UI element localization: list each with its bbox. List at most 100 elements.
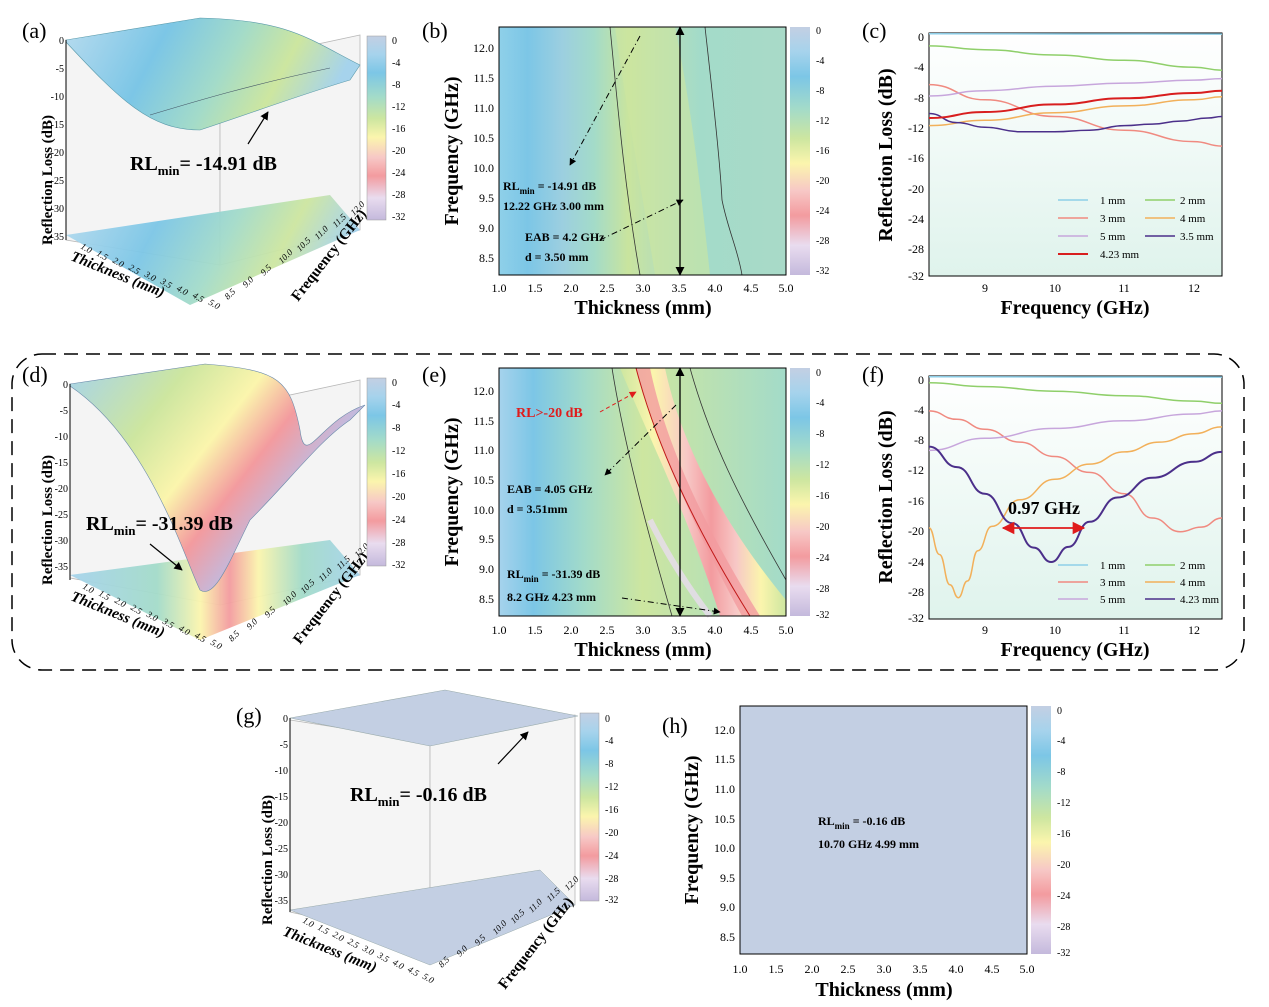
svg-text:-25: -25: [275, 844, 288, 855]
x-label-h: Thickness (mm): [815, 979, 952, 1001]
svg-text:-28: -28: [392, 190, 405, 201]
series-lines-f: [928, 376, 1223, 599]
svg-text:-28: -28: [392, 538, 405, 549]
panel-b: (b) RLmin = -14.91 dB 12.22 GHz 3.00 mm …: [422, 18, 829, 319]
colorbar-ticks-a: 0 -4 -8 -12 -16 -20 -24 -28 -32: [392, 36, 405, 223]
svg-text:-4: -4: [914, 403, 924, 417]
panel-letter-c: (c): [862, 18, 886, 43]
svg-text:4 mm: 4 mm: [1180, 213, 1206, 225]
svg-text:-24: -24: [908, 212, 924, 226]
panel-c: (c) 0 -4 -8 -12 -16 -20 -24 -28 -32 9 10…: [862, 18, 1223, 319]
panel-letter-g: (g): [236, 703, 262, 728]
svg-text:3.0: 3.0: [636, 623, 651, 637]
y-ticks-b: 8.5 9.0 9.5 10.0 10.5 11.0 11.5 12.0: [473, 41, 494, 265]
svg-text:-15: -15: [275, 792, 288, 803]
eab-thickness-b: d = 3.50 mm: [525, 250, 589, 264]
rl-surface: [289, 689, 579, 747]
svg-text:1.0: 1.0: [733, 962, 748, 976]
svg-text:4.5: 4.5: [406, 964, 421, 979]
y-ticks-e: 8.5 9.0 9.5 10.0 10.5 11.0 11.5 12.0: [473, 384, 494, 606]
colorbar-ticks-e: 0 -4 -8 -12 -16 -20 -24 -28 -32: [816, 368, 829, 621]
svg-text:-20: -20: [816, 176, 829, 187]
panel-d: (d) 0 -5 -10 -15 -20 -25 -30 -35 Reflect…: [22, 362, 405, 652]
svg-text:-12: -12: [1057, 798, 1070, 809]
svg-text:-8: -8: [816, 86, 824, 97]
svg-text:-12: -12: [392, 102, 405, 113]
svg-text:-32: -32: [1057, 948, 1070, 959]
panel-f: (f) 0.97 GHz 0 -4 -8 -12 -16 -20 -24 -28…: [862, 362, 1223, 661]
svg-text:5.0: 5.0: [209, 637, 224, 652]
series-line-c-2mm: [928, 45, 1223, 71]
svg-text:0: 0: [816, 368, 821, 379]
svg-text:10.5: 10.5: [714, 812, 735, 826]
svg-text:8.5: 8.5: [479, 251, 494, 265]
svg-text:-28: -28: [816, 584, 829, 595]
svg-text:-8: -8: [392, 423, 400, 434]
svg-text:-15: -15: [51, 120, 64, 131]
svg-text:-20: -20: [908, 524, 924, 538]
svg-text:5 mm: 5 mm: [1100, 594, 1126, 606]
x-ticks-h: 1.0 1.5 2.0 2.5 3.0 3.5 4.0 4.5 5.0: [733, 962, 1035, 976]
svg-text:-28: -28: [816, 236, 829, 247]
svg-text:1.5: 1.5: [769, 962, 784, 976]
colorbar-ticks-g: 0 -4 -8 -12 -16 -20 -24 -28 -32: [605, 714, 618, 906]
svg-text:12.0: 12.0: [473, 41, 494, 55]
x-label-b: Thickness (mm): [574, 297, 711, 319]
svg-text:-20: -20: [1057, 860, 1070, 871]
svg-text:-20: -20: [816, 522, 829, 533]
svg-text:4.5: 4.5: [744, 281, 759, 295]
svg-text:-16: -16: [392, 124, 405, 135]
panel-e: (e) RL>-20 dB EAB = 4.05 GHz d = 3.51mm …: [422, 362, 829, 661]
x-ticks-e: 1.0 1.5 2.0 2.5 3.0 3.5 4.0 4.5 5.0: [492, 623, 794, 637]
y-label-e: Frequency (GHz): [441, 417, 463, 566]
svg-text:-4: -4: [392, 58, 400, 69]
series-line-f-4-23mm: [928, 445, 1223, 564]
svg-text:2 mm: 2 mm: [1180, 560, 1206, 572]
panel-letter-d: (d): [22, 362, 48, 387]
legend-c: 1 mm 2 mm 3 mm 4 mm 5 mm 3.5 mm 4.23 mm: [1058, 195, 1214, 261]
svg-text:12.0: 12.0: [714, 723, 735, 737]
colorbar-d: [366, 377, 387, 567]
svg-text:-16: -16: [605, 805, 618, 816]
svg-text:-8: -8: [914, 433, 924, 447]
svg-text:-16: -16: [1057, 829, 1070, 840]
svg-text:-10: -10: [275, 766, 288, 777]
svg-text:11.5: 11.5: [473, 71, 494, 85]
svg-text:8.5: 8.5: [226, 628, 241, 643]
svg-text:10: 10: [1049, 281, 1061, 295]
svg-text:4.5: 4.5: [985, 962, 1000, 976]
panel-letter-b: (b): [422, 18, 448, 43]
series-line-f-2mm: [928, 382, 1223, 405]
series-line-c-3-5mm: [928, 112, 1223, 133]
series-line-c-5mm: [928, 77, 1223, 97]
z-label-d: Reflection Loss (dB): [40, 455, 56, 585]
series-line-f-3mm: [928, 410, 1223, 533]
svg-text:5 mm: 5 mm: [1100, 231, 1126, 243]
svg-text:-16: -16: [816, 146, 829, 157]
panel-letter-a: (a): [22, 18, 46, 43]
svg-text:-12: -12: [908, 121, 924, 135]
svg-text:0: 0: [63, 380, 68, 391]
rl-surface: [65, 17, 361, 131]
svg-text:-4: -4: [392, 400, 400, 411]
svg-text:-35: -35: [275, 896, 288, 907]
svg-text:11.5: 11.5: [473, 414, 494, 428]
svg-text:9.5: 9.5: [479, 532, 494, 546]
panel-letter-h: (h): [662, 713, 688, 738]
svg-text:5.0: 5.0: [421, 971, 436, 986]
svg-text:2.0: 2.0: [805, 962, 820, 976]
series-line-c-4-23mm: [928, 89, 1223, 119]
series-line-f-4mm: [928, 426, 1223, 599]
svg-text:-16: -16: [908, 151, 924, 165]
x-label-e: Thickness (mm): [574, 639, 711, 661]
svg-text:9.0: 9.0: [479, 562, 494, 576]
svg-text:-15: -15: [55, 458, 68, 469]
svg-text:-12: -12: [392, 446, 405, 457]
svg-text:-5: -5: [60, 406, 68, 417]
svg-text:-32: -32: [816, 266, 829, 277]
svg-text:-24: -24: [816, 206, 829, 217]
svg-text:-4: -4: [816, 56, 824, 67]
svg-text:9: 9: [982, 623, 988, 637]
svg-text:3.5 mm: 3.5 mm: [1180, 231, 1214, 243]
